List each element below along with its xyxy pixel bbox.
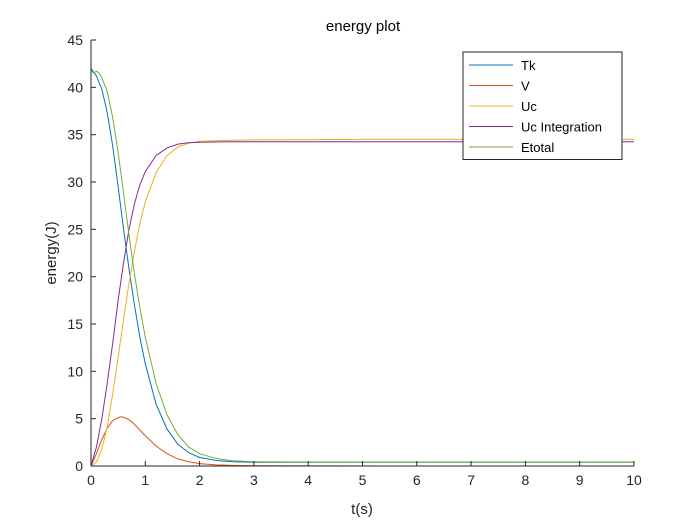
y-tick-label-7: 35 — [67, 127, 83, 143]
x-tick-label-3: 3 — [250, 472, 258, 488]
x-tick-label-2: 2 — [196, 472, 204, 488]
x-tick-label-8: 8 — [522, 472, 530, 488]
legend-label-4: Etotal — [521, 140, 554, 155]
series-line-3 — [90, 141, 634, 467]
legend-label-0: Tk — [521, 58, 536, 73]
y-tick-label-8: 40 — [67, 79, 83, 95]
x-tick-label-10: 10 — [626, 472, 642, 488]
series-layer — [90, 68, 634, 467]
y-tick-label-6: 30 — [67, 174, 83, 190]
legend: Tk V Uc Uc Integration Etotal — [462, 51, 623, 160]
x-tick-label-4: 4 — [304, 472, 312, 488]
legend-label-2: Uc — [521, 99, 537, 114]
y-tick-label-4: 20 — [67, 269, 83, 285]
x-tick-label-7: 7 — [467, 472, 475, 488]
series-line-4 — [90, 69, 634, 463]
y-tick-label-0: 0 — [75, 458, 83, 474]
x-tick-label-1: 1 — [141, 472, 149, 488]
legend-label-1: V — [521, 79, 530, 94]
x-tick-label-0: 0 — [87, 472, 95, 488]
y-tick-label-9: 45 — [67, 32, 83, 48]
chart-title: energy plot — [326, 18, 401, 35]
y-axis-title: energy(J) — [43, 221, 60, 284]
y-tick-label-5: 25 — [67, 221, 83, 237]
series-line-2 — [90, 138, 634, 467]
series-line-0 — [90, 68, 634, 463]
x-tick-label-6: 6 — [413, 472, 421, 488]
y-tick-label-1: 5 — [75, 411, 83, 427]
y-tick-label-3: 15 — [67, 316, 83, 332]
legend-label-3: Uc Integration — [521, 120, 602, 135]
x-tick-label-9: 9 — [576, 472, 584, 488]
x-axis-title: t(s) — [351, 501, 373, 518]
x-tick-label-5: 5 — [359, 472, 367, 488]
y-tick-label-2: 10 — [67, 363, 83, 379]
